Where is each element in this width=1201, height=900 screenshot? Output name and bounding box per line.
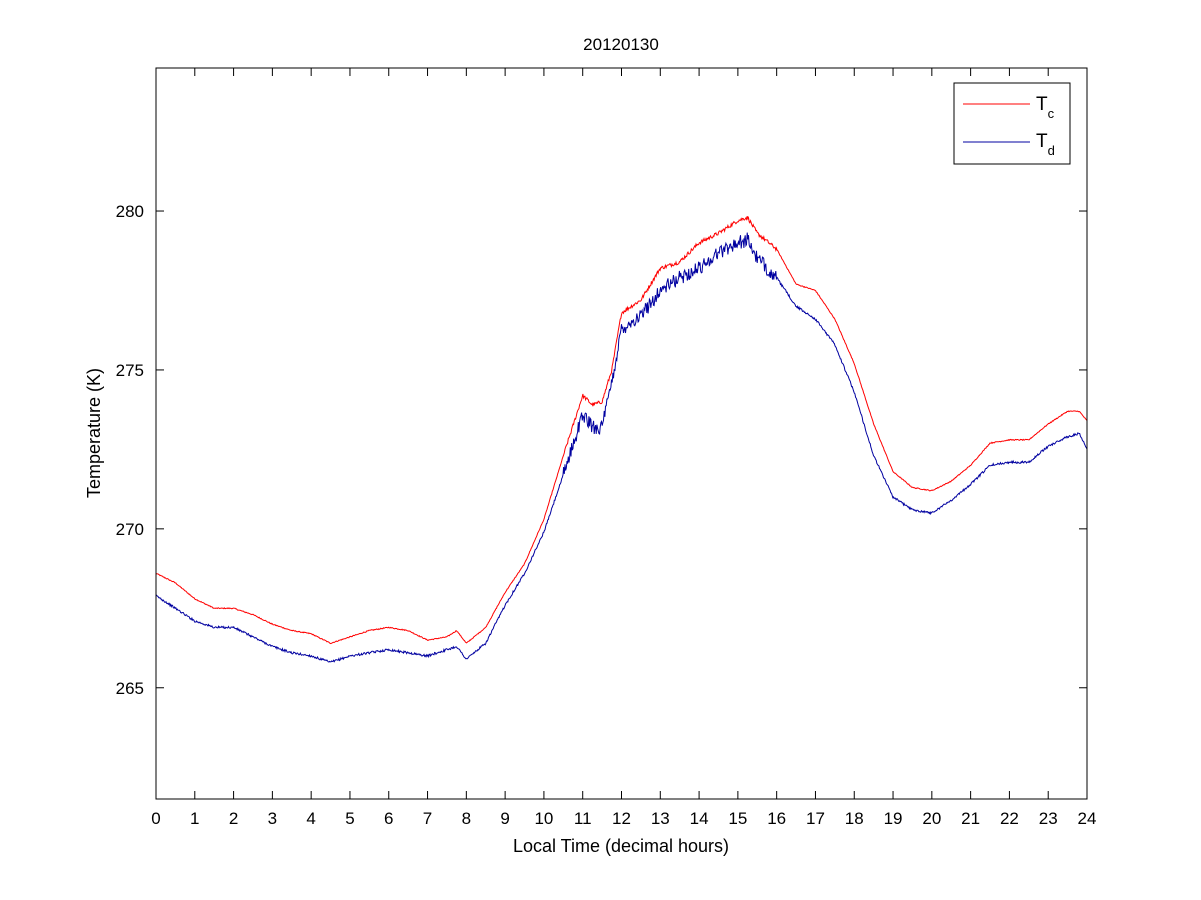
legend-entry-tc: Tc bbox=[1036, 94, 1055, 121]
x-axis-label: Local Time (decimal hours) bbox=[513, 836, 729, 856]
x-tick-label: 2 bbox=[229, 809, 238, 828]
x-tick-label: 10 bbox=[534, 809, 553, 828]
x-tick-label: 0 bbox=[151, 809, 160, 828]
legend-entry-td: Td bbox=[1036, 131, 1055, 158]
x-tick-label: 19 bbox=[884, 809, 903, 828]
x-tick-label: 12 bbox=[612, 809, 631, 828]
x-tick-label: 7 bbox=[423, 809, 432, 828]
y-tick-label: 280 bbox=[116, 202, 144, 221]
plot-area bbox=[156, 68, 1087, 799]
x-tick-label: 4 bbox=[306, 809, 315, 828]
y-tick-label: 275 bbox=[116, 361, 144, 380]
x-tick-label: 18 bbox=[845, 809, 864, 828]
x-tick-label: 6 bbox=[384, 809, 393, 828]
series-line-td bbox=[155, 232, 1088, 663]
x-tick-label: 1 bbox=[190, 809, 199, 828]
x-tick-label: 16 bbox=[767, 809, 786, 828]
x-tick-label: 8 bbox=[462, 809, 471, 828]
y-axis-label: Temperature (K) bbox=[84, 368, 104, 498]
legend: Tc Td bbox=[953, 82, 1071, 165]
x-tick-label: 3 bbox=[268, 809, 277, 828]
legend-box bbox=[953, 82, 1071, 165]
x-tick-label: 24 bbox=[1078, 809, 1097, 828]
series-layer bbox=[155, 215, 1088, 663]
x-tick-label: 13 bbox=[651, 809, 670, 828]
y-tick-label: 270 bbox=[116, 520, 144, 539]
x-tick-label: 14 bbox=[690, 809, 709, 828]
x-tick-label: 23 bbox=[1039, 809, 1058, 828]
x-tick-label: 20 bbox=[922, 809, 941, 828]
x-tick-label: 9 bbox=[500, 809, 509, 828]
chart-title: 20120130 bbox=[583, 35, 659, 54]
x-tick-label: 15 bbox=[728, 809, 747, 828]
plot-frame bbox=[155, 67, 1088, 800]
x-tick-label: 22 bbox=[1000, 809, 1019, 828]
y-tick-label: 265 bbox=[116, 679, 144, 698]
x-tick-label: 11 bbox=[574, 809, 592, 828]
ticks-layer: 0 1 2 3 4 5 6 7 8 9 10 11 12 13 14 15 16 17 18 19 20 21 22 23 24… bbox=[116, 68, 1097, 828]
x-tick-label: 5 bbox=[345, 809, 354, 828]
x-tick-label: 21 bbox=[961, 809, 980, 828]
x-tick-label: 17 bbox=[806, 809, 825, 828]
series-line-tc bbox=[155, 215, 1088, 645]
